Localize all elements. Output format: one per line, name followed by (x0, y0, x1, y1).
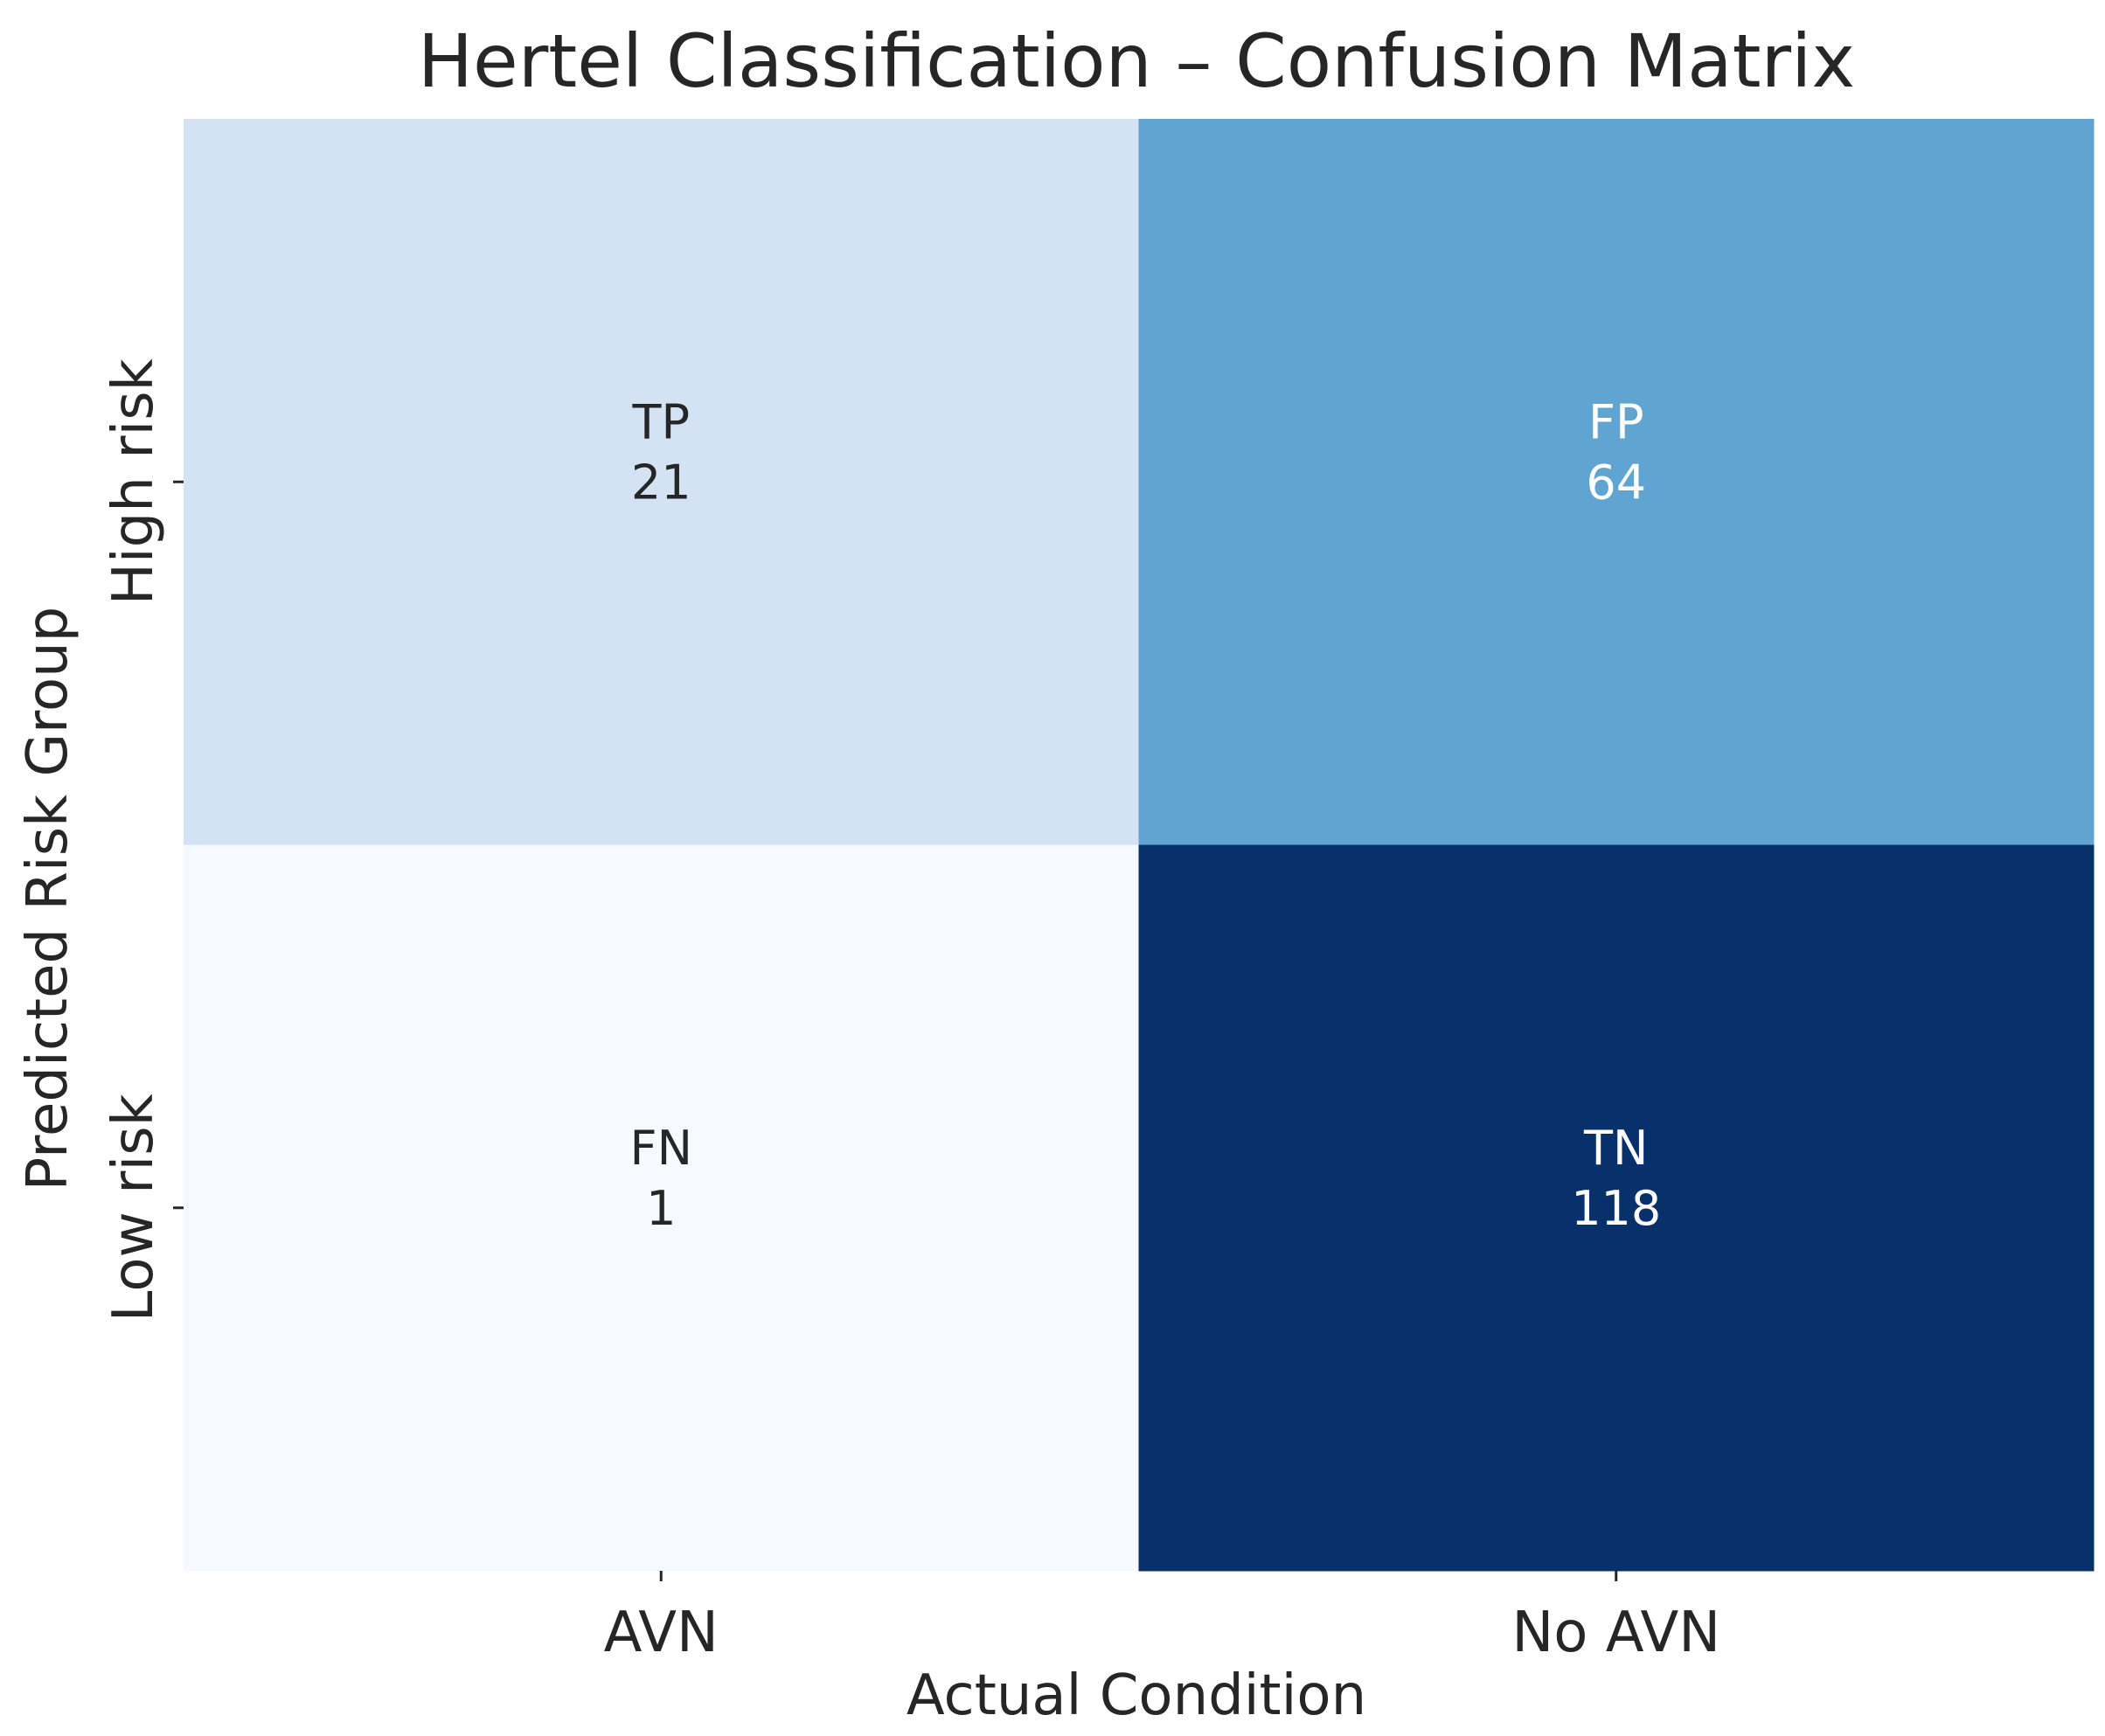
heatmap-cell-fp (1138, 119, 2095, 845)
x-tick-label: No AVN (1511, 1601, 1720, 1665)
heatmap-cell-tn (1138, 844, 2095, 1572)
y-tick-label: High risk (101, 358, 166, 605)
chart-title: Hertel Classification – Confusion Matrix (418, 18, 1855, 104)
cell-label-fn: FN (630, 1121, 692, 1176)
x-tick-label: AVN (604, 1601, 719, 1665)
cell-label-tn: TN (1583, 1121, 1648, 1176)
cell-label-fp: FP (1588, 394, 1644, 449)
y-axis: High risk Low risk (101, 358, 184, 1322)
y-tick-label: Low risk (101, 1094, 166, 1322)
heatmap-cell-tp (184, 119, 1139, 845)
x-axis: AVN No AVN (604, 1571, 1720, 1665)
cell-value-fp: 64 (1586, 455, 1646, 510)
cell-value-tp: 21 (631, 455, 691, 510)
cell-value-tn: 118 (1571, 1181, 1661, 1236)
cell-label-tp: TP (631, 394, 690, 449)
heatmap-cell-fn (184, 844, 1139, 1572)
y-axis-label: Predicted Risk Group (16, 607, 80, 1191)
heatmap-cells (184, 119, 2095, 1572)
x-axis-label: Actual Condition (907, 1663, 1366, 1728)
cell-value-fn: 1 (646, 1181, 676, 1236)
